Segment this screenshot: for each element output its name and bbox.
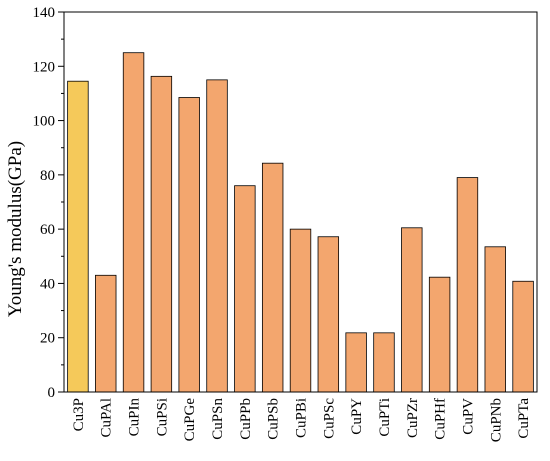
x-tick-label: CuPSn (210, 398, 226, 440)
y-tick-label: 60 (40, 222, 55, 238)
x-tick-label: CuPPb (238, 398, 254, 440)
bar-cupsn (206, 79, 228, 393)
x-tick-label: CuPY (349, 398, 365, 435)
bar-cupal (95, 274, 117, 393)
x-tick-label: CuPAl (99, 398, 115, 437)
x-tick-label: CuPSb (266, 398, 282, 440)
y-axis-ticks: 0 20 40 60 80 100 120 140 (33, 5, 64, 401)
bars (67, 52, 534, 393)
bar-cupv (456, 177, 479, 393)
bar-cuppb (234, 185, 256, 393)
bar-cupta (512, 280, 534, 393)
bar-cuphf (428, 276, 451, 393)
bar-cupge (178, 97, 200, 393)
bar-cupbi (289, 228, 312, 393)
y-tick-label: 100 (33, 114, 56, 130)
y-tick-label: 20 (40, 331, 55, 347)
bar-cupzr (401, 227, 423, 393)
y-tick-label: 40 (40, 276, 55, 292)
x-tick-label: CuPHf (433, 398, 449, 440)
x-tick-label: CuPV (460, 398, 476, 435)
bar-cupy (345, 332, 367, 393)
x-tick-label: Cu3P (71, 398, 87, 431)
x-tick-label: CuPNb (488, 398, 504, 442)
bar-cupti (373, 332, 395, 393)
bar-cu3p (67, 80, 89, 393)
y-tick-label: 120 (33, 59, 56, 75)
plot-frame (63, 11, 538, 393)
x-tick-label: CuPTi (377, 398, 393, 437)
bar-cupnb (484, 246, 506, 393)
y-tick-label: 140 (33, 5, 56, 21)
x-axis-labels: Cu3P CuPAl CuPIn CuPSi CuPGe CuPSn CuPPb CuPSb C… (71, 398, 532, 443)
bar-cupsc (317, 236, 340, 393)
y-axis-title: Young's modulus(GPa) (5, 141, 26, 317)
y-tick-label: 0 (48, 385, 56, 401)
bar-cupsb (261, 162, 284, 393)
x-tick-label: CuPGe (182, 398, 198, 442)
x-tick-label: CuPSc (321, 398, 337, 439)
x-tick-label: CuPTa (516, 398, 532, 439)
x-tick-label: CuPIn (127, 398, 143, 437)
bar-cupsi (150, 75, 173, 393)
bar-cupin (122, 52, 145, 393)
x-tick-label: CuPZr (405, 398, 421, 438)
y-tick-label: 80 (40, 168, 55, 184)
x-tick-label: CuPSi (154, 398, 170, 436)
x-tick-label: CuPBi (294, 398, 310, 438)
